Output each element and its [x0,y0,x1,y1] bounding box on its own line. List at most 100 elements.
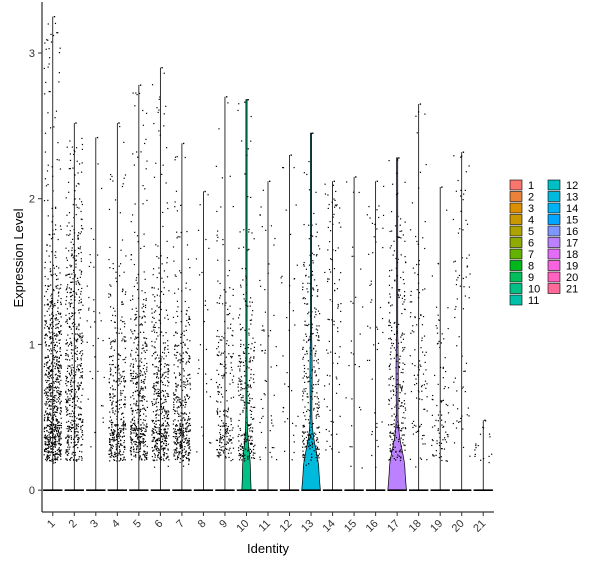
data-point [58,447,60,449]
data-point [434,374,436,377]
data-point [56,459,59,461]
data-point [59,364,61,366]
data-point [120,376,122,378]
data-point [133,285,136,288]
data-point [93,299,95,301]
data-point [131,349,133,352]
data-point [323,398,325,400]
data-point [229,447,231,449]
data-point [304,454,306,456]
data-point [463,286,465,288]
data-point [78,323,80,326]
data-point [252,378,255,380]
data-point [217,354,220,357]
data-point [60,365,62,367]
data-point [216,449,219,451]
data-point [400,430,403,432]
data-point [70,385,72,388]
data-point [56,391,58,394]
data-point [377,342,380,344]
data-point [158,439,161,442]
data-point [388,458,391,461]
data-point [54,451,56,453]
data-point [119,378,121,380]
data-point [313,407,315,410]
data-point [175,433,177,435]
data-point [163,372,165,374]
data-point [112,434,114,436]
data-point [243,438,245,440]
data-point [224,431,227,434]
data-point [152,421,154,423]
data-point [223,435,226,438]
data-point [65,358,67,360]
data-point [460,189,462,192]
data-point [442,399,445,401]
data-point [376,209,378,211]
data-point [59,436,61,438]
data-point [218,453,220,455]
data-point [54,461,56,464]
data-point [45,413,48,415]
data-point [401,385,403,387]
data-point [161,409,163,411]
data-point [77,441,79,444]
data-point [134,429,136,431]
data-point [111,364,113,366]
data-point [462,277,464,280]
data-point [175,443,178,445]
data-point [390,390,392,392]
data-point [240,361,243,363]
data-point [81,376,83,378]
data-point [109,448,111,450]
data-point [137,427,139,430]
data-point [225,343,228,345]
data-point [402,372,404,374]
data-point [225,430,227,433]
data-point [65,452,67,454]
data-point [142,389,144,391]
data-point [221,303,224,305]
data-point [161,389,164,392]
data-point [158,414,160,416]
data-point [57,367,59,369]
data-point [224,443,226,445]
data-point [48,443,51,446]
data-point [130,363,132,365]
data-point [116,445,118,447]
data-point [181,429,183,432]
data-point [77,235,79,237]
data-point [306,288,308,290]
data-point [187,398,190,400]
data-point [48,366,50,369]
data-point [168,459,170,461]
data-point [165,332,167,334]
data-point [467,407,469,409]
data-point [72,325,74,327]
data-point [136,94,138,96]
data-point [241,140,243,142]
data-point [56,158,58,161]
data-point [119,275,121,277]
data-point [188,424,190,427]
violin-group-21 [473,419,493,491]
data-point [424,443,426,445]
data-point [145,298,147,300]
data-point [215,439,218,441]
data-point [311,456,313,458]
data-point [426,396,428,398]
data-point [135,383,137,385]
data-point [132,422,134,425]
data-point [51,443,53,445]
data-point [219,429,222,431]
data-point [334,250,337,252]
data-point [180,444,182,446]
data-point [77,441,79,443]
data-point [317,383,319,385]
data-point [309,374,311,376]
data-point [66,442,68,444]
data-point [108,258,110,261]
data-point [77,247,79,249]
data-point [71,377,73,379]
data-point [74,338,76,340]
